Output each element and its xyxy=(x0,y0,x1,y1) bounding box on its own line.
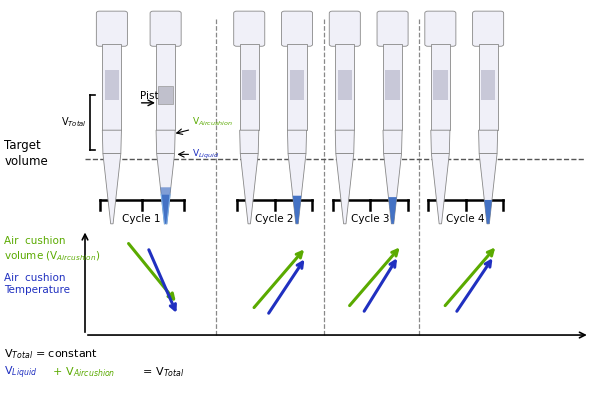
Polygon shape xyxy=(335,130,355,154)
Polygon shape xyxy=(293,196,301,224)
Polygon shape xyxy=(383,154,401,224)
Bar xyxy=(433,70,448,100)
FancyBboxPatch shape xyxy=(234,11,265,46)
Polygon shape xyxy=(484,200,492,224)
Text: Cycle 1: Cycle 1 xyxy=(122,214,161,224)
Bar xyxy=(242,70,256,100)
Polygon shape xyxy=(160,187,171,194)
Polygon shape xyxy=(239,130,259,154)
FancyBboxPatch shape xyxy=(281,11,313,46)
Polygon shape xyxy=(479,130,497,154)
Polygon shape xyxy=(383,130,402,154)
Text: Air  cushion
Temperature: Air cushion Temperature xyxy=(4,273,70,296)
Bar xyxy=(479,44,497,130)
Polygon shape xyxy=(287,130,307,154)
Bar xyxy=(105,70,119,100)
Bar xyxy=(335,44,355,130)
Bar xyxy=(239,44,259,130)
Bar xyxy=(103,44,121,130)
FancyBboxPatch shape xyxy=(97,11,127,46)
Text: Cycle 3: Cycle 3 xyxy=(351,214,389,224)
Text: V$_{Liquid}$: V$_{Liquid}$ xyxy=(193,148,220,161)
Polygon shape xyxy=(103,130,121,154)
Polygon shape xyxy=(288,154,306,224)
Text: Cycle 2: Cycle 2 xyxy=(256,214,294,224)
Polygon shape xyxy=(157,154,175,224)
Text: Cycle 4: Cycle 4 xyxy=(446,214,485,224)
Bar xyxy=(383,44,402,130)
Text: + V$_{Air cushion}$: + V$_{Air cushion}$ xyxy=(49,365,115,379)
Polygon shape xyxy=(431,154,449,224)
Bar xyxy=(431,44,450,130)
Text: V$_{Air cushion}$: V$_{Air cushion}$ xyxy=(193,116,233,128)
Polygon shape xyxy=(103,154,121,224)
Polygon shape xyxy=(431,130,450,154)
Polygon shape xyxy=(388,197,397,224)
Bar xyxy=(156,44,175,130)
Bar xyxy=(481,70,495,100)
Polygon shape xyxy=(161,194,170,224)
Polygon shape xyxy=(336,154,354,224)
Text: Target
volume: Target volume xyxy=(4,139,48,168)
Text: V$_{Total}$ = constant: V$_{Total}$ = constant xyxy=(4,347,98,360)
Polygon shape xyxy=(479,154,497,224)
FancyBboxPatch shape xyxy=(377,11,408,46)
Bar xyxy=(158,86,173,105)
Bar xyxy=(338,70,352,100)
FancyBboxPatch shape xyxy=(329,11,361,46)
Text: V$_{Total}$: V$_{Total}$ xyxy=(61,116,87,129)
Bar xyxy=(290,70,304,100)
FancyBboxPatch shape xyxy=(425,11,456,46)
FancyBboxPatch shape xyxy=(473,11,503,46)
Text: Air  cushion
volume (V$_{Air cushion}$): Air cushion volume (V$_{Air cushion}$) xyxy=(4,235,101,263)
Text: = V$_{Total}$: = V$_{Total}$ xyxy=(139,365,184,379)
Text: V$_{Liquid}$: V$_{Liquid}$ xyxy=(4,365,38,382)
Polygon shape xyxy=(156,130,175,154)
FancyBboxPatch shape xyxy=(150,11,181,46)
Text: Piston: Piston xyxy=(140,91,172,101)
Polygon shape xyxy=(240,154,258,224)
Bar xyxy=(385,70,400,100)
Bar xyxy=(287,44,307,130)
